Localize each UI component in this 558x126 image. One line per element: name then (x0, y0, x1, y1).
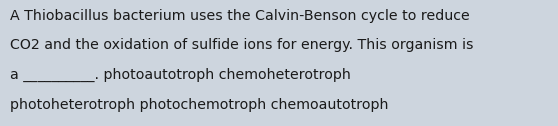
Text: A Thiobacillus bacterium uses the Calvin-Benson cycle to reduce: A Thiobacillus bacterium uses the Calvin… (10, 9, 470, 23)
Text: CO2 and the oxidation of sulfide ions for energy. This organism is: CO2 and the oxidation of sulfide ions fo… (10, 38, 474, 52)
Text: photoheterotroph photochemotroph chemoautotroph: photoheterotroph photochemotroph chemoau… (10, 98, 388, 112)
Text: a __________. photoautotroph chemoheterotroph: a __________. photoautotroph chemohetero… (10, 68, 351, 82)
